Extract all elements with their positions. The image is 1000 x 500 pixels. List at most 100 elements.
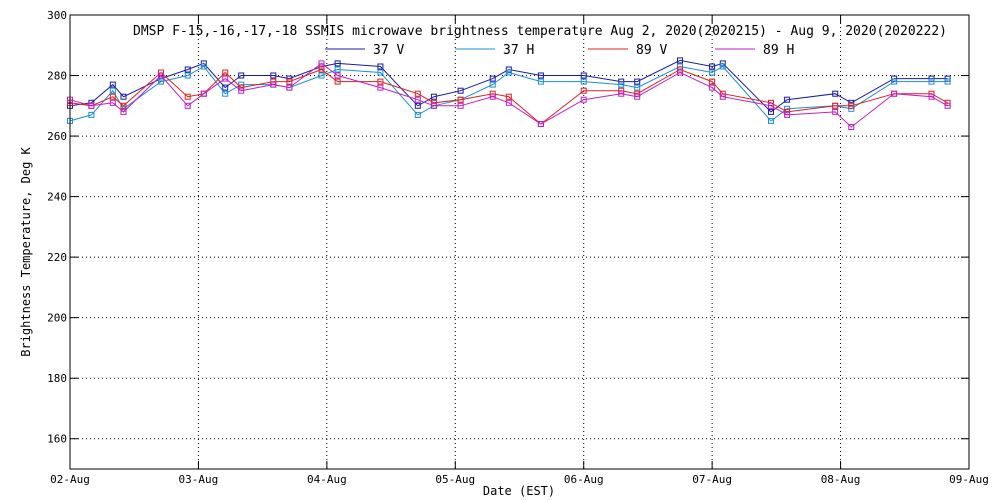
data-point-marker <box>537 78 544 85</box>
data-point-marker <box>709 63 716 70</box>
data-point-marker <box>318 60 325 67</box>
data-point-marker <box>719 60 726 67</box>
data-point-marker <box>414 102 421 109</box>
data-point-marker <box>109 87 116 94</box>
data-point-marker <box>377 69 384 76</box>
data-point-marker <box>505 93 512 100</box>
data-point-marker <box>377 63 384 70</box>
data-point-marker <box>318 66 325 73</box>
data-point-marker <box>580 96 587 103</box>
data-point-marker <box>634 78 641 85</box>
series-89h <box>67 60 951 130</box>
data-point-marker <box>832 90 839 97</box>
data-point-marker <box>414 90 421 97</box>
data-point-marker <box>928 78 935 85</box>
data-point-marker <box>270 72 277 79</box>
data-point-marker <box>334 66 341 73</box>
x-axis-label: Date (EST) <box>483 484 555 498</box>
data-point-marker <box>618 90 625 97</box>
data-point-marker <box>784 105 791 112</box>
y-tick-label: 280 <box>47 70 67 83</box>
data-point-marker <box>334 72 341 79</box>
y-tick-label: 260 <box>47 130 67 143</box>
data-point-marker <box>768 108 774 115</box>
data-point-marker <box>334 78 341 85</box>
data-point-marker <box>537 72 544 79</box>
data-point-marker <box>377 78 384 85</box>
series-37v <box>67 57 951 115</box>
legend-label: 37 V <box>373 43 404 58</box>
data-point-marker <box>184 93 191 100</box>
axes: 02-Aug 03-Aug 04-Aug 05-Aug 06-Aug 07-Aug 08-A… <box>47 9 989 486</box>
y-axis-label: Brightness Temperature, Deg K <box>19 146 33 356</box>
data-point-marker <box>200 90 207 97</box>
y-tick-label: 200 <box>47 312 67 325</box>
data-point-marker <box>377 84 384 91</box>
data-point-marker <box>200 60 207 67</box>
data-point-marker <box>184 72 191 79</box>
data-point-marker <box>634 93 641 100</box>
data-point-marker <box>580 87 587 94</box>
data-point-marker <box>618 81 625 88</box>
x-tick-label: 06-Aug <box>564 473 604 486</box>
x-tick-label: 09-Aug <box>949 473 989 486</box>
data-point-marker <box>848 102 855 109</box>
data-point-marker <box>832 102 839 109</box>
data-point-marker <box>414 96 421 103</box>
data-point-marker <box>158 78 164 85</box>
legend-label: 37 H <box>503 43 534 58</box>
data-point-marker <box>489 81 496 88</box>
y-tick-label: 160 <box>47 433 67 446</box>
data-point-marker <box>430 93 437 100</box>
series-line <box>69 68 948 125</box>
legend-label: 89 V <box>636 43 667 58</box>
data-point-marker <box>238 87 245 94</box>
series-line <box>69 59 948 113</box>
grid-lines <box>70 15 969 469</box>
y-tick-label: 240 <box>47 191 67 204</box>
data-point-marker <box>222 90 229 97</box>
data-point-marker <box>109 93 116 100</box>
data-point-marker <box>270 81 277 88</box>
series-line <box>69 62 948 128</box>
data-point-marker <box>200 63 207 70</box>
chart-title: DMSP F-15,-16,-17,-18 SSMIS microwave br… <box>133 24 947 39</box>
data-point-marker <box>120 102 127 109</box>
data-point-marker <box>457 96 464 103</box>
data-point-marker <box>677 57 683 64</box>
data-point-marker <box>784 111 791 118</box>
data-point-marker <box>634 84 641 91</box>
data-point-marker <box>430 102 437 109</box>
data-point-marker <box>109 99 116 106</box>
x-tick-label: 08-Aug <box>821 473 861 486</box>
data-point-marker <box>848 124 855 130</box>
data-point-marker <box>120 108 127 115</box>
data-point-marker <box>109 81 116 88</box>
data-point-marker <box>457 102 464 109</box>
data-point-marker <box>784 96 791 103</box>
plot-frame <box>69 14 970 470</box>
data-point-marker <box>768 117 774 124</box>
data-point-marker <box>928 93 935 100</box>
data-point-marker <box>537 121 544 127</box>
data-point-marker <box>944 78 951 85</box>
data-point-marker <box>891 90 898 97</box>
y-tick-label: 220 <box>47 251 67 264</box>
data-point-marker <box>768 102 774 109</box>
data-point-marker <box>120 93 127 100</box>
y-tick-label: 300 <box>47 9 67 22</box>
data-point-marker <box>580 78 587 85</box>
data-point-marker <box>891 78 898 85</box>
data-point-marker <box>580 72 587 79</box>
data-point-marker <box>222 69 229 76</box>
data-point-marker <box>238 72 245 79</box>
x-tick-label: 04-Aug <box>307 473 347 486</box>
data-point-marker <box>222 84 229 91</box>
data-point-marker <box>505 69 512 76</box>
data-point-marker <box>719 93 726 100</box>
data-point-marker <box>709 69 716 76</box>
data-point-marker <box>158 72 164 79</box>
y-tick-label: 180 <box>47 372 67 385</box>
data-point-marker <box>334 60 341 67</box>
